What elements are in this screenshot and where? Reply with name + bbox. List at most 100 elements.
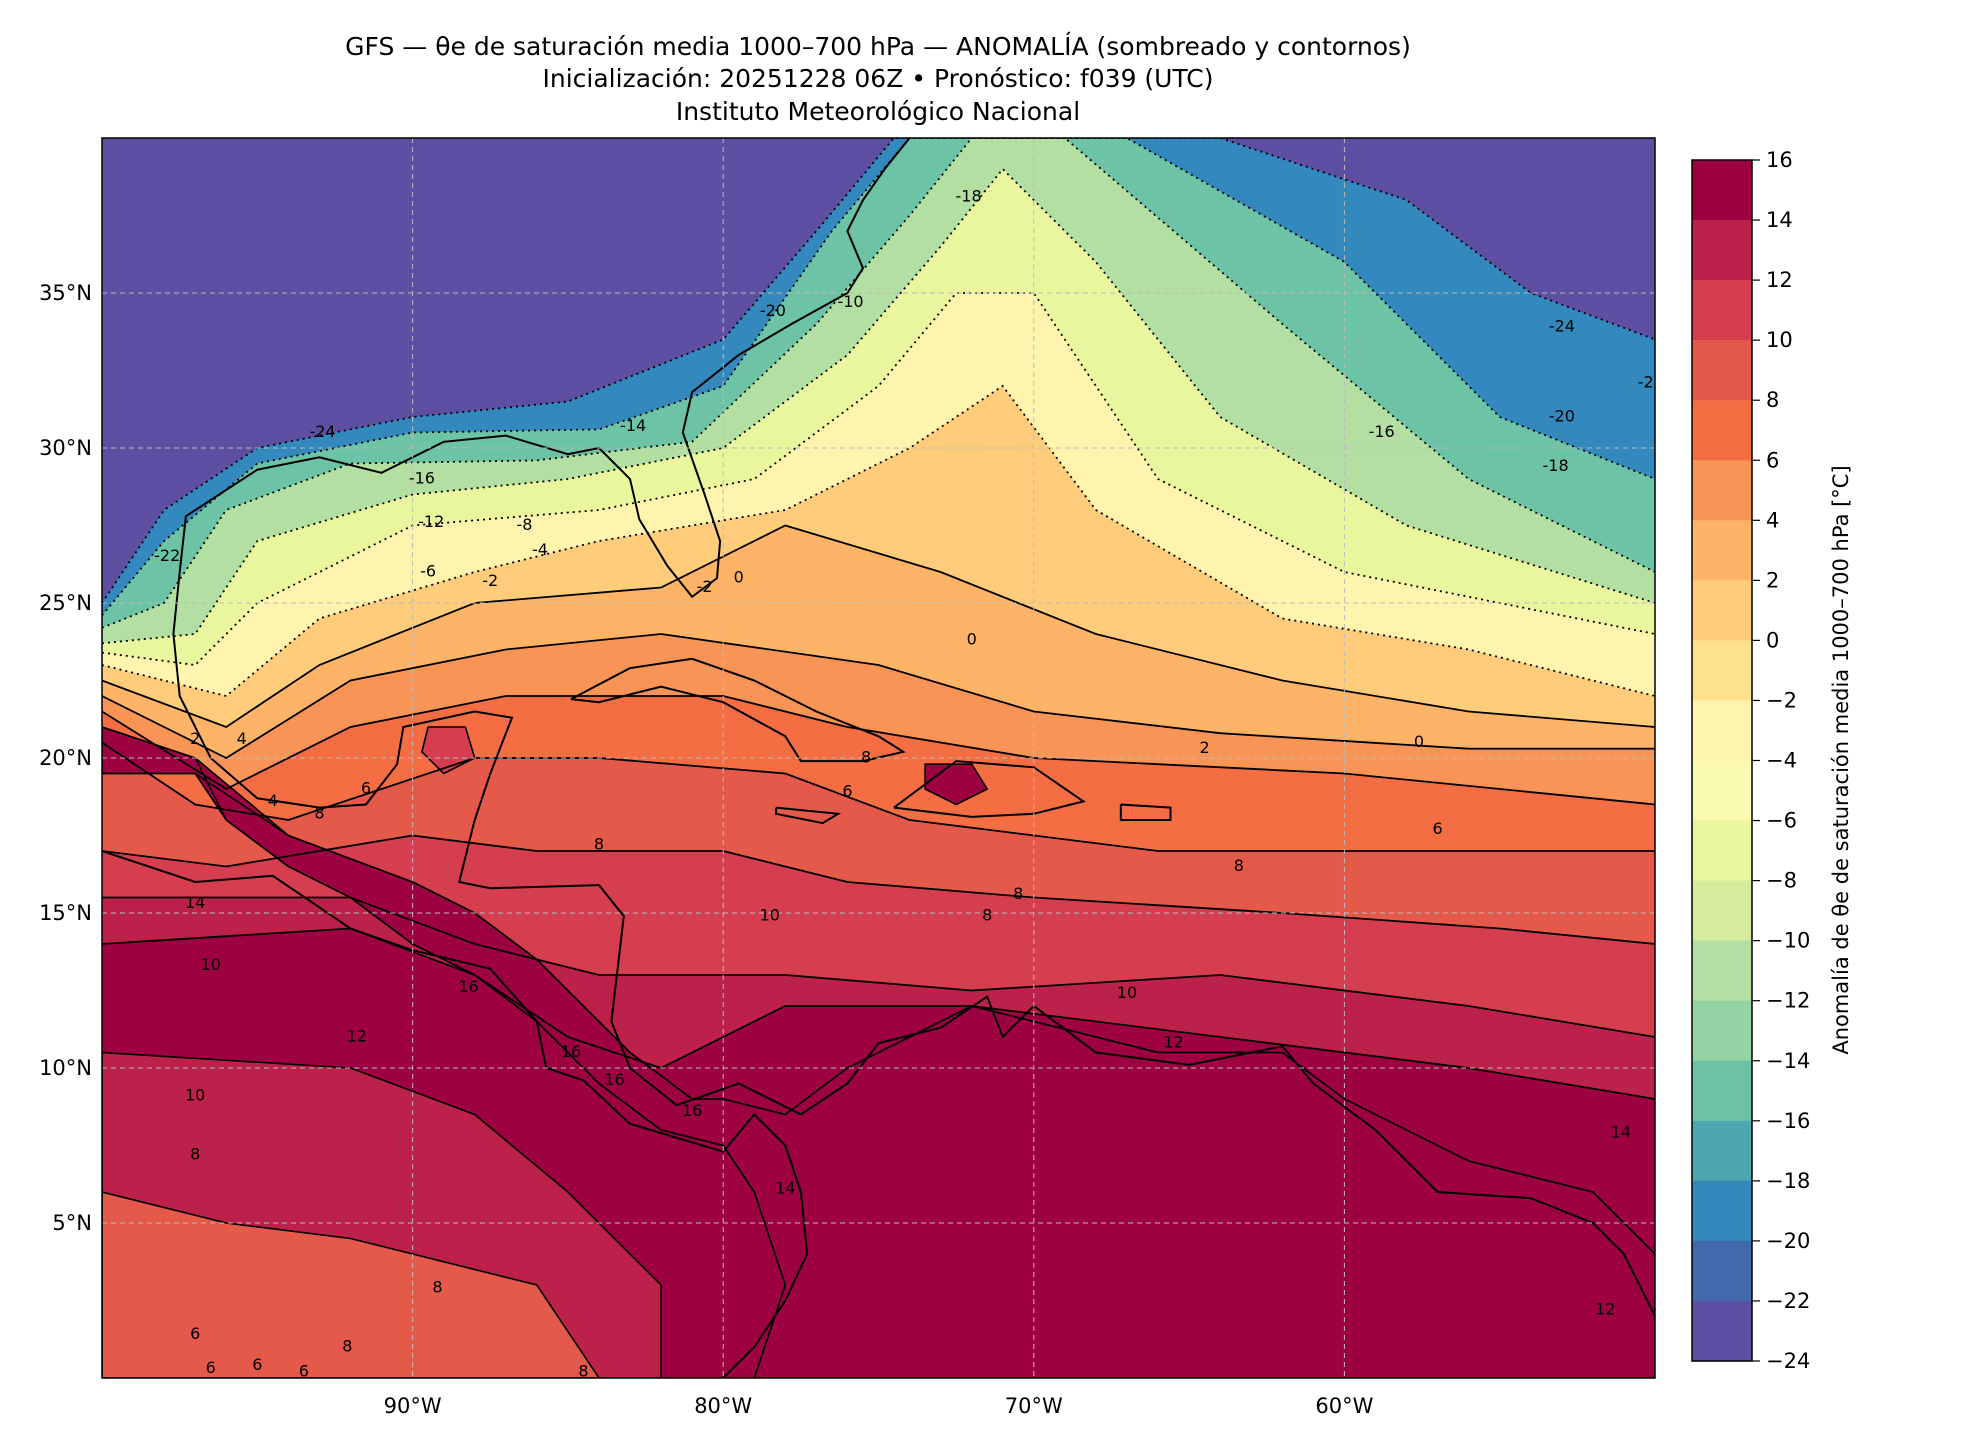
contour-line [102, 741, 1655, 852]
colorbar-tick-label: 6 [1766, 448, 1779, 472]
colorbar-segment [1692, 760, 1752, 822]
contour-label: 8 [1234, 856, 1244, 875]
contour-label: -20 [1549, 407, 1575, 426]
contour-label: -16 [1369, 422, 1395, 441]
contour-label: -18 [1543, 456, 1569, 475]
map-frame [101, 137, 1656, 1379]
colorbar-segment [1692, 280, 1752, 341]
contour-label: 0 [734, 568, 744, 587]
coastlines [102, 138, 1655, 1378]
colorbar-segment [1692, 1180, 1752, 1242]
colorbar-tick-label: 8 [1766, 388, 1779, 412]
contour-label: 6 [190, 1324, 200, 1343]
y-tick-label: 5°N [52, 1211, 92, 1235]
colorbar-segment [1692, 1120, 1752, 1182]
contour-label: -24 [1549, 317, 1575, 336]
colorbar-segment [1692, 820, 1752, 882]
contour-label: -12 [418, 512, 444, 531]
contour-label: 2 [1200, 738, 1210, 757]
contour-label: 0 [967, 630, 977, 649]
contour-label: 2 [190, 729, 200, 748]
coastline [1119, 803, 1172, 821]
contour-label: 8 [1013, 884, 1023, 903]
map-area: -24-16-12 -8-6-4-2-14-20 -10-18-24-16-20-1… [102, 138, 1655, 1380]
colorbar-segment [1692, 520, 1752, 581]
colorbar-tick-label: −12 [1766, 989, 1810, 1013]
colorbar-segment [1692, 1000, 1752, 1062]
title-line-3: Instituto Meteorológico Nacional [676, 97, 1080, 126]
coastline [178, 138, 911, 599]
contour-label: -24 [309, 422, 335, 441]
colorbar-segment [1692, 460, 1752, 521]
contour-label: 8 [982, 906, 992, 925]
contour-labels: -24-16-12 -8-6-4-2-14-20 -10-18-24-16-20-1… [154, 186, 1654, 1380]
y-tick-label: 30°N [39, 436, 92, 460]
contour-label: 8 [432, 1278, 442, 1297]
contour-label: -10 [837, 292, 863, 311]
contour-label: 10 [1117, 983, 1137, 1002]
colorbar-tick-label: −6 [1766, 809, 1797, 833]
contour-label: -18 [956, 186, 982, 205]
colorbar-tick-label: 10 [1766, 328, 1793, 352]
colorbar-tick-label: −8 [1766, 869, 1797, 893]
contour-label: -8 [516, 515, 532, 534]
gridlines [102, 138, 1655, 1378]
contour-label: 6 [252, 1355, 262, 1374]
contour-line [102, 138, 1655, 604]
contour-label: -14 [620, 416, 646, 435]
colorbar-tick-label: −2 [1766, 688, 1797, 712]
coastline [102, 850, 809, 1378]
contour-label: 6 [299, 1361, 309, 1380]
y-tick-label: 25°N [39, 591, 92, 615]
colorbar-tick-label: −4 [1766, 749, 1797, 773]
colorbar-tick-label: 4 [1766, 508, 1779, 532]
contour-line [102, 138, 1655, 629]
colorbar-tick-label: −24 [1766, 1349, 1810, 1373]
x-tick-label: 70°W [1005, 1394, 1063, 1418]
colorbar-tick-label: 14 [1766, 208, 1793, 232]
contour-label: 10 [201, 955, 221, 974]
colorbar-label: Anomalía de θe de saturación media 1000–… [1829, 465, 1853, 1054]
contour-label: 6 [361, 779, 371, 798]
contour-label: 12 [1163, 1033, 1183, 1052]
x-tick-label: 80°W [694, 1394, 752, 1418]
coastline [172, 571, 1655, 1317]
colorbar-segment [1692, 700, 1752, 761]
contour-label: 16 [561, 1042, 581, 1061]
x-tick-label: 60°W [1315, 1394, 1373, 1418]
contour-label: -4 [532, 540, 548, 559]
contour-label: -2 [697, 577, 713, 596]
colorbar-segment [1692, 160, 1752, 221]
x-tick-label: 90°W [384, 1394, 442, 1418]
contour-label: 6 [206, 1358, 216, 1377]
chart-title: GFS — θe de saturación media 1000–700 hP… [345, 32, 1411, 126]
contour-label: 4 [268, 791, 278, 810]
contour-line [102, 1191, 600, 1378]
contour-label: 10 [760, 906, 780, 925]
contour-label: 16 [458, 977, 478, 996]
contour-label: 8 [578, 1361, 588, 1380]
colorbar-segment [1692, 640, 1752, 701]
contour-label: 14 [185, 893, 205, 912]
colorbar-tick-label: −18 [1766, 1169, 1810, 1193]
contour-label: -6 [420, 562, 436, 581]
contour-label: -2 [1638, 372, 1654, 391]
colorbar-segment [1692, 1060, 1752, 1122]
colorbar-tick-label: 0 [1766, 628, 1779, 652]
colorbar-segment [1692, 1240, 1752, 1302]
contour-label: 8 [342, 1337, 352, 1356]
colorbar-segment [1692, 880, 1752, 942]
colorbar-tick-label: −22 [1766, 1289, 1810, 1313]
colorbar-segment [1692, 400, 1752, 461]
contour-label: -16 [409, 469, 435, 488]
contour-line [102, 726, 1655, 1378]
contour-label: 4 [237, 729, 247, 748]
contour-label: -20 [760, 301, 786, 320]
colorbar: 16 14 12 10 8 6 4 2 0 −2 −4 −6 −8 −10 −12 −14 −16 −18 −20 −… [1691, 148, 1810, 1373]
contour-label: 8 [861, 748, 871, 767]
contour-label: 0 [1414, 732, 1424, 751]
y-tick-label: 10°N [39, 1056, 92, 1080]
colorbar-tick-label: −14 [1766, 1049, 1810, 1073]
y-tick-label: 35°N [39, 281, 92, 305]
